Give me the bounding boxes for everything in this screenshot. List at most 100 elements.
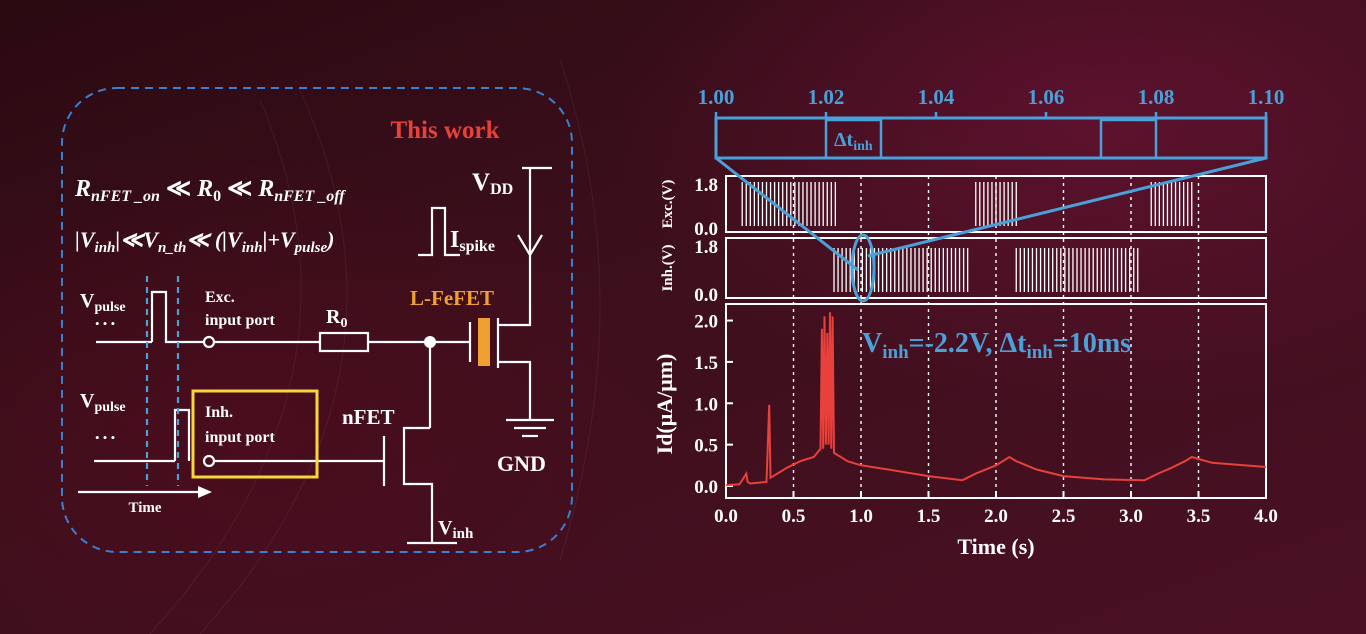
eq2-e: )	[325, 227, 334, 252]
panel-y-tick-label: 1.8	[694, 175, 718, 196]
zoom-tick-label: 1.02	[808, 85, 845, 109]
exc-y-tick-labels: 1.8 0.0	[694, 175, 718, 240]
zoom-pulse-window	[1099, 118, 1158, 160]
y-tick-label: 0.5	[694, 436, 718, 457]
zoom-delta-sub: inh	[853, 139, 873, 154]
panel-y-tick-label: 1.8	[694, 237, 718, 258]
vdd-sub: DD	[490, 181, 513, 198]
x-tick-label: 0.0	[714, 506, 738, 527]
zoom-connectors	[715, 156, 1267, 303]
r0-main: R	[326, 306, 341, 328]
vinh-label: Vinh	[438, 517, 474, 542]
eq1-r1: R	[74, 176, 91, 202]
zoom-connector-left	[715, 156, 859, 272]
nfet-label: nFET	[342, 405, 395, 429]
exc-port-label-1: Exc.	[205, 289, 235, 306]
eq1-r3: R	[257, 176, 274, 202]
x-tick-label: 0.5	[782, 506, 806, 527]
annot-t-sub: inh	[1026, 342, 1053, 363]
vinh-sub: inh	[452, 526, 474, 542]
zoom-box	[714, 116, 1268, 160]
chart: 1.00 1.02 1.04 1.06 1.08 1.10 Δtinh 1.80.0 1.…	[652, 85, 1284, 559]
equation-voltage: |Vinh|≪Vn_th≪ (|Vinh|+Vpulse)	[75, 227, 334, 256]
x-tick-labels: 0.0 0.5 1.0 1.5 2.0 2.5 3.0 3.5 4.0	[714, 491, 1278, 527]
x-tick-label: 2.0	[984, 506, 1008, 527]
ispike-pulse-icon	[418, 206, 460, 257]
annot-v: V	[862, 328, 882, 359]
exc-panel-ylabel: Exc.(V)	[660, 180, 676, 229]
zoom-pulse-windows	[824, 118, 1158, 160]
id-current-curve	[725, 312, 1267, 487]
circuit-wires	[94, 166, 554, 545]
zoom-connector-right	[867, 156, 1267, 258]
vinh-annotation: Vinh=-2.2V, Δtinh=10ms	[862, 328, 1131, 363]
dots-bottom: • • •	[95, 430, 115, 445]
inh-pulse-wave	[173, 408, 191, 461]
circuit-diagram: This work RnFET _on ≪ R0 ≪ RnFET _off |V…	[61, 87, 573, 553]
eq2-d-sub: pulse	[293, 240, 328, 256]
time-markers	[145, 276, 180, 486]
vpulse-bottom-main: V	[80, 390, 95, 412]
equation-resistance: RnFET _on ≪ R0 ≪ RnFET _off	[74, 176, 346, 205]
x-tick-label: 2.5	[1052, 506, 1076, 527]
eq2-b: |≪V	[115, 227, 160, 252]
eq1-r2: R	[196, 176, 213, 202]
exc-pulse-trains	[741, 182, 1193, 226]
vpulse-top-sub: pulse	[94, 300, 125, 315]
y-tick-label: 1.0	[694, 394, 718, 415]
inh-port-label-2: input port	[205, 429, 275, 446]
eq2-c: ≪ (|V	[186, 227, 244, 252]
eq2-c-sub: inh	[242, 240, 263, 256]
x-tick-label: 1.0	[849, 506, 873, 527]
eq2-d: |+V	[263, 227, 297, 252]
annot-v-sub: inh	[882, 342, 909, 363]
lfefet-label: L-FeFET	[410, 286, 494, 310]
vpulse-bottom-label: Vpulse	[80, 390, 126, 415]
gnd-label: GND	[497, 451, 546, 476]
eq2-a: |V	[75, 227, 97, 252]
y-tick-label: 0.0	[694, 477, 718, 498]
x-tick-label: 3.5	[1187, 506, 1211, 527]
circuit-dashed-border	[61, 87, 573, 553]
nfet-channel	[402, 426, 434, 543]
lfefet-source	[498, 360, 532, 420]
id-y-tick-labels: 0.0 0.5 1.0 1.5 2.0	[694, 312, 733, 498]
panel-y-tick-label: 0.0	[694, 285, 718, 306]
inh-panel-ylabel: Inh.(V)	[660, 244, 676, 291]
zoom-delta-label: Δtinh	[834, 129, 873, 154]
eq2-a-sub: inh	[95, 240, 116, 256]
this-work-title: This work	[390, 117, 499, 144]
exc-port-label-2: input port	[205, 312, 275, 329]
zoom-tick-label: 1.04	[918, 85, 955, 109]
y-tick-label: 2.0	[694, 312, 718, 333]
ispike-sub: spike	[459, 238, 495, 255]
vinh-main: V	[438, 517, 453, 539]
inh-port-node	[202, 454, 216, 468]
junction-node	[424, 336, 436, 348]
panel-y-tick-label: 0.0	[694, 219, 718, 240]
inh-port-label-1: Inh.	[205, 404, 233, 421]
inh-y-tick-labels: 1.8 0.0	[694, 237, 718, 306]
x-axis-label: Time (s)	[957, 534, 1034, 559]
zoom-highlight-ellipse	[850, 233, 876, 303]
eq1-op1: ≪	[160, 176, 197, 202]
dots-top: • • •	[95, 316, 115, 331]
x-tick-label: 4.0	[1254, 506, 1278, 527]
eq1-r3-sub: nFET _off	[274, 188, 346, 205]
exc-port-node	[202, 335, 216, 349]
vpulse-top-main: V	[80, 290, 95, 312]
zoom-delta-main: Δt	[834, 129, 854, 151]
time-label: Time	[128, 500, 161, 516]
eq1-r1-sub: nFET _on	[91, 188, 160, 205]
zoom-tick-label: 1.08	[1138, 85, 1175, 109]
lfefet-ferroelectric-layer	[478, 318, 490, 366]
vpulse-top-label: Vpulse	[80, 290, 126, 315]
time-arrow	[78, 486, 212, 498]
annot-end: =10ms	[1053, 328, 1131, 359]
vdd-label: VDD	[472, 169, 513, 198]
vertical-gridlines	[792, 176, 1200, 498]
x-tick-label: 3.0	[1119, 506, 1143, 527]
annot-mid: =-2.2V, Δt	[909, 328, 1027, 359]
background-decoration	[149, 59, 601, 634]
